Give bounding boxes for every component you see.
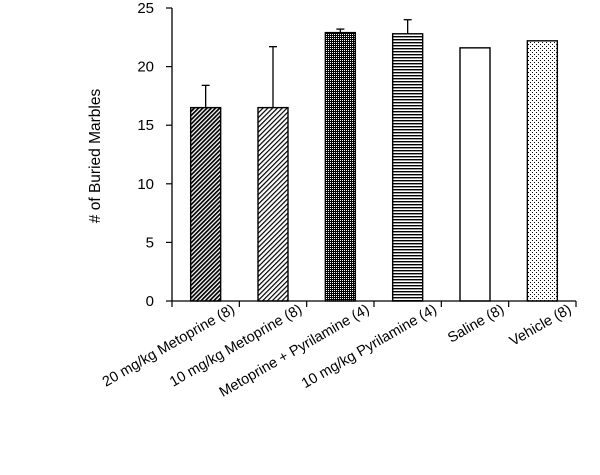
bar — [324, 31, 357, 302]
y-tick-label: 0 — [146, 293, 154, 310]
bar — [257, 106, 289, 302]
y-tick-label: 20 — [137, 59, 154, 76]
bar — [526, 40, 559, 302]
y-axis-ticks: 0 5 10 15 20 25 — [137, 0, 577, 310]
y-tick-label: 10 — [137, 176, 154, 193]
x-category-label: Vehicle (8) — [507, 302, 574, 350]
y-tick-label: 15 — [137, 117, 154, 134]
bars-layer — [189, 31, 559, 302]
bar — [189, 106, 222, 302]
bar — [459, 47, 491, 302]
y-tick-label: 25 — [137, 0, 154, 17]
error-bars-layer — [201, 19, 412, 108]
x-category-label: Saline (8) — [445, 302, 507, 347]
y-tick-label: 5 — [146, 234, 154, 251]
x-axis-labels: 20 mg/kg Metoprine (8)10 mg/kg Metoprine… — [100, 302, 574, 401]
bar — [391, 33, 424, 302]
y-axis-title: # of Buried Marbles — [87, 89, 104, 224]
